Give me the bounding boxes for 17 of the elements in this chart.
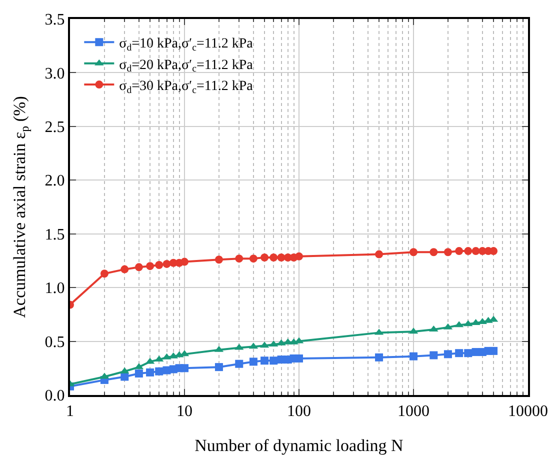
legend-label: σ$_{d}$=10 kPa,σ′$_{c}$=11.2 kPa <box>119 36 254 54</box>
y-tick-label: 3.5 <box>44 12 65 29</box>
legend-label: σ$_{d}$=30 kPa,σ′$_{c}$=11.2 kPa <box>119 78 254 96</box>
y-tick-label: 0.5 <box>44 334 65 351</box>
x-tick-label: 1 <box>66 403 74 420</box>
y-tick-label: 2.0 <box>44 172 65 190</box>
x-tick-label: 10 <box>176 403 192 420</box>
y-tick-label: 1.5 <box>44 226 65 244</box>
legend-label: σ$_{d}$=20 kPa,σ′$_{c}$=11.2 kPa <box>119 58 254 75</box>
y-tick-label: 0.0 <box>44 388 65 405</box>
x-tick-label: 100 <box>287 403 311 420</box>
y-tick-label: 2.5 <box>44 119 65 136</box>
y-tick-label: 3.0 <box>44 65 65 82</box>
x-tick-label: 1000 <box>398 403 430 420</box>
y-tick-label: 1.0 <box>44 280 65 298</box>
x-tick-label: 10000 <box>508 403 548 420</box>
x-axis-title: Number of dynamic loading N <box>194 436 404 455</box>
